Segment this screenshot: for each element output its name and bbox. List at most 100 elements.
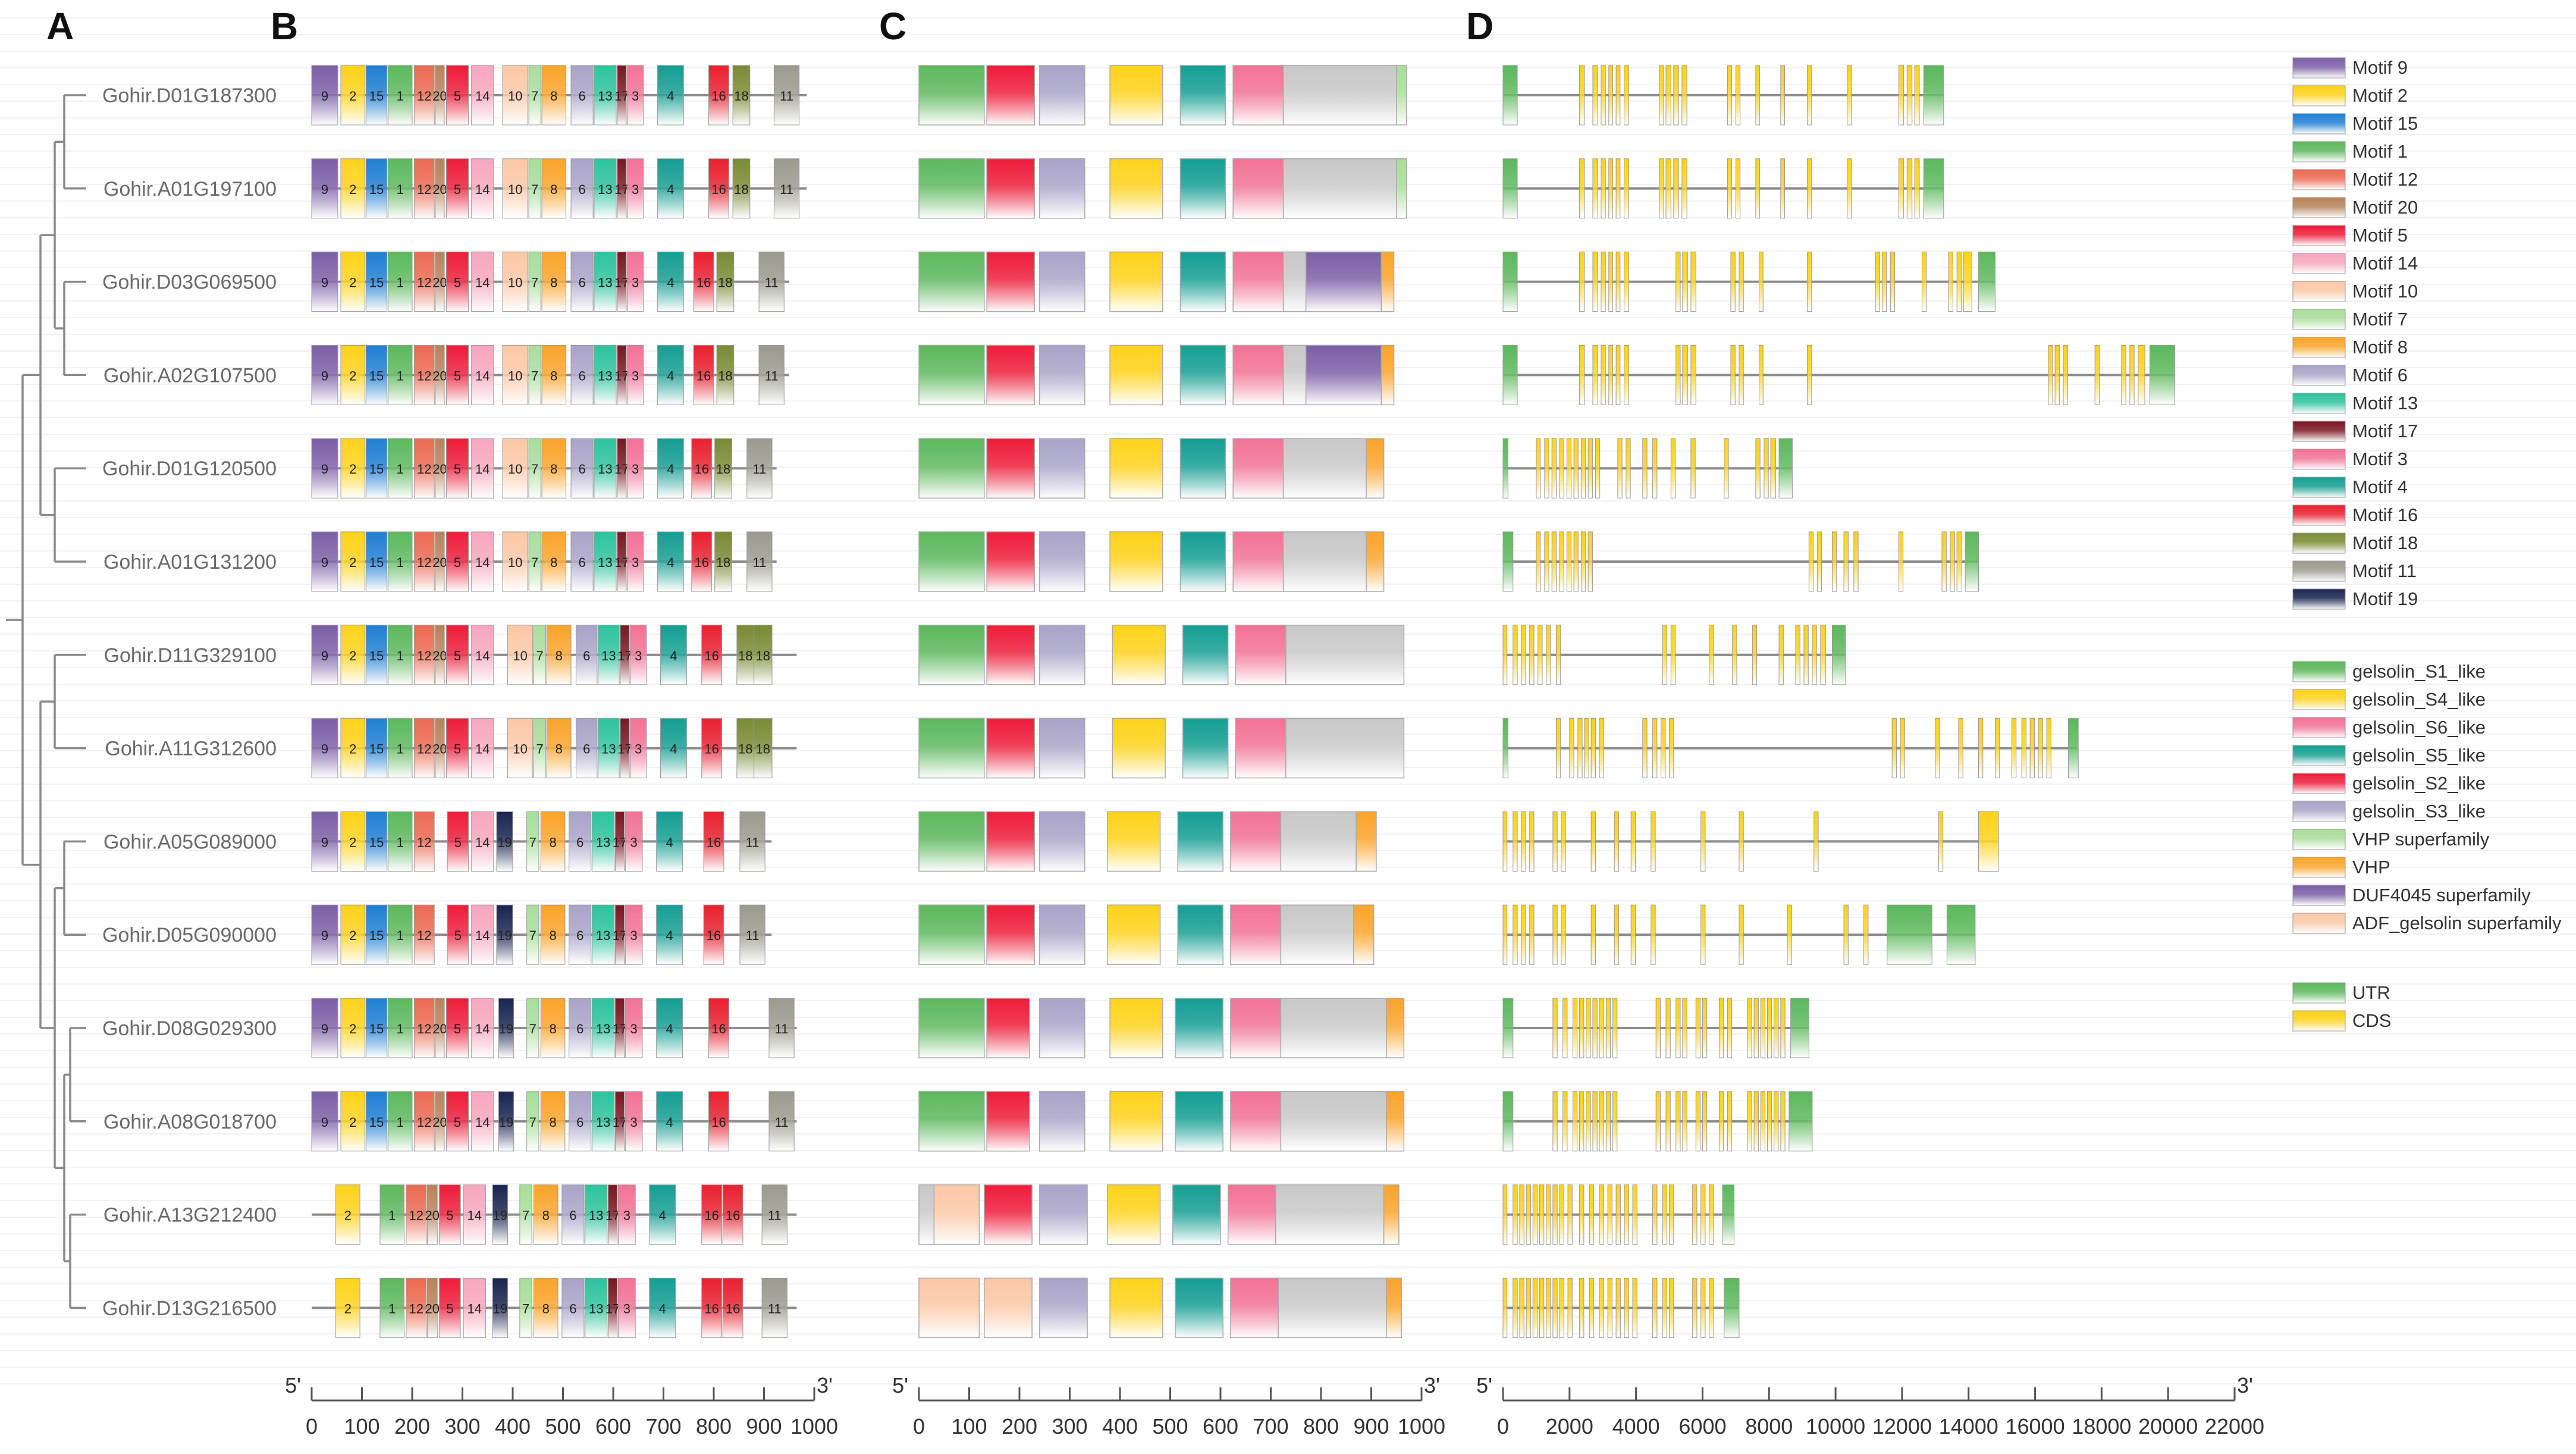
domain-box [1039, 1091, 1085, 1152]
gene-structure-legend: UTR CDS [2292, 982, 2391, 1032]
domain-box [1380, 344, 1395, 406]
motif-box [540, 811, 566, 872]
motif-number: 3 [630, 1021, 638, 1036]
legend-label: Motif 2 [2352, 85, 2408, 106]
motif-box [435, 344, 445, 405]
axis-tick-label: 900 [746, 1414, 782, 1439]
motif-box [502, 344, 528, 405]
motif-number: 5 [454, 928, 462, 943]
motif-number: 20 [432, 368, 447, 383]
motif-number: 13 [589, 1301, 603, 1316]
cds-exon [1605, 1091, 1611, 1152]
domain-box [1039, 625, 1085, 685]
motif-legend: Motif 9 Motif 2 Motif 15 Motif 1 Motif 12 Mot… [2292, 57, 2418, 610]
cds-exon [1624, 252, 1629, 312]
motif-box [708, 65, 729, 126]
domain-box [1039, 904, 1085, 965]
cds-exon [1661, 718, 1666, 779]
cds-exon [1592, 1091, 1598, 1152]
motif-number: 11 [752, 555, 766, 570]
domain-box [918, 717, 985, 779]
cds-exon [1673, 65, 1679, 126]
motif-box [471, 811, 494, 872]
domain-box [986, 438, 1036, 499]
cds-exon [1724, 438, 1729, 499]
cds-exon [1521, 625, 1526, 685]
motif-number: 14 [475, 182, 490, 197]
legend-swatch [2292, 141, 2346, 162]
motif-box [608, 1184, 618, 1245]
motif-legend-item: Motif 20 [2292, 197, 2418, 218]
cds-exon [2011, 718, 2017, 779]
legend-label: VHP [2352, 857, 2390, 878]
utr-exon [1978, 252, 1995, 312]
motif-box [620, 718, 630, 779]
motif-box [656, 904, 683, 965]
motif-number: 1 [397, 835, 404, 850]
motif-number: 2 [344, 1208, 352, 1223]
motif-number: 7 [536, 648, 544, 663]
motif-legend-item: Motif 18 [2292, 532, 2418, 554]
motif-box [746, 438, 773, 499]
cds-exon [1599, 1277, 1604, 1338]
cds-exon [1795, 625, 1800, 685]
axis-tick-label: 800 [696, 1414, 732, 1439]
cds-exon [1573, 438, 1579, 499]
motif-row: 9 2 15 1 12 20 5 14 10 7 8 6 13 17 3 4 16 18 11 [311, 252, 789, 312]
motif-box [340, 531, 366, 592]
domain-box [1109, 438, 1163, 499]
cds-exon [1881, 252, 1887, 312]
cds-exon [1898, 531, 1904, 592]
motif-box [365, 531, 388, 592]
cds-exon [1807, 65, 1812, 126]
motif-box [311, 252, 338, 312]
utr-exon [1724, 1277, 1740, 1338]
cds-exon [1760, 998, 1766, 1058]
motif-box [387, 158, 413, 219]
cds-exon [1589, 1184, 1595, 1245]
cds-exon [1559, 1277, 1564, 1338]
motif-box [657, 65, 684, 126]
motif-number: 16 [696, 368, 711, 383]
motif-number: 5 [454, 182, 461, 197]
legend-swatch [2292, 857, 2346, 878]
motif-box [340, 625, 366, 685]
cds-exon [1760, 1091, 1766, 1152]
cds-exon [1652, 1277, 1658, 1338]
gene-label: Gohir.A01G197100 [103, 178, 277, 200]
motif-box [365, 904, 388, 965]
motif-number: 4 [670, 742, 677, 757]
legend-label: Motif 7 [2352, 309, 2408, 330]
legend-label: Motif 19 [2352, 588, 2418, 609]
cds-exon [1615, 1277, 1621, 1338]
cds-exon [2054, 344, 2060, 405]
cds-exon [1502, 1277, 1508, 1338]
motif-number: 16 [704, 1301, 718, 1316]
legend-label: Motif 8 [2352, 337, 2408, 358]
motif-box [758, 344, 785, 405]
motif-number: 12 [417, 1021, 431, 1036]
motif-box [656, 1091, 683, 1152]
domain-box [1230, 904, 1282, 965]
cds-exon [1682, 998, 1687, 1058]
motif-number: 2 [349, 1115, 356, 1130]
motif-number: 8 [556, 742, 563, 757]
motif-box [570, 65, 594, 126]
axis-tick-label: 400 [1102, 1414, 1138, 1439]
motif-number: 11 [768, 1208, 782, 1223]
motif-box [387, 718, 413, 779]
cds-exon [1695, 1091, 1701, 1152]
cds-exon [1662, 1277, 1668, 1338]
domain-box [1232, 344, 1284, 406]
motif-box [708, 998, 729, 1058]
cds-exon [1780, 1091, 1786, 1152]
legend-label: gelsolin_S2_like [2352, 773, 2486, 794]
domain-box [1282, 344, 1307, 406]
utr-exon [1502, 718, 1508, 779]
domain-box [1280, 998, 1387, 1058]
cds-exon [1566, 438, 1572, 499]
motif-box [387, 438, 413, 499]
motif-box [387, 811, 413, 872]
cds-exon [1601, 158, 1606, 219]
motif-number: 1 [397, 368, 404, 383]
